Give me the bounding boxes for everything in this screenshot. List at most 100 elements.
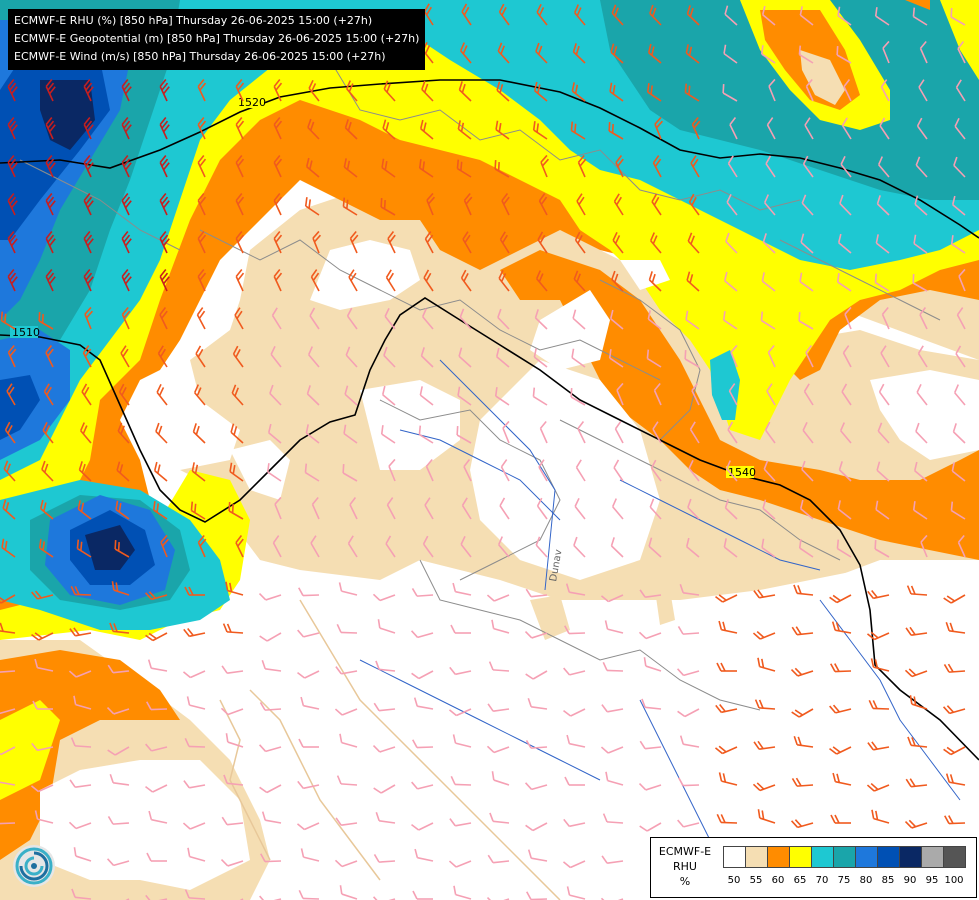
wind-barb [525, 670, 548, 680]
wind-barb [41, 460, 54, 482]
wind-barb [460, 535, 472, 558]
wind-barb [0, 773, 16, 786]
wind-barb [7, 116, 18, 140]
wind-barb [536, 497, 548, 520]
legend-tick-85: 85 [881, 875, 895, 886]
rhu-legend: ECMWF-E RHU % 50 55 60 65 70 75 80 85 90 95 100 [650, 837, 977, 898]
wind-barb [342, 464, 358, 482]
wind-barb [385, 535, 396, 558]
wind-barb [570, 121, 586, 140]
legend-ticks: 50 55 60 65 70 75 80 85 90 95 100 [723, 875, 975, 891]
wind-barb [387, 231, 396, 254]
wind-barb [687, 498, 700, 520]
wind-barb [421, 308, 434, 330]
wind-barb [343, 424, 358, 444]
wind-barb [459, 42, 472, 64]
wind-barb [32, 700, 53, 710]
wind-barb [183, 780, 206, 789]
legend-unit: % [679, 875, 691, 888]
wind-barb [81, 383, 92, 406]
wind-barb [117, 422, 130, 444]
wind-barb [524, 631, 548, 639]
wind-barb [107, 664, 130, 674]
legend-tick-50: 50 [727, 875, 741, 886]
wind-barb [258, 593, 282, 601]
wind-barb [0, 670, 16, 673]
wind-barb [688, 459, 700, 482]
wind-barb [718, 620, 738, 634]
wind-barb [235, 154, 245, 178]
wind-barb [831, 621, 852, 634]
wind-barb [876, 195, 890, 216]
wind-barb [958, 268, 966, 292]
wind-barb [184, 586, 205, 596]
wind-barb [411, 781, 434, 790]
wind-barb [385, 269, 396, 292]
wind-barb [882, 40, 890, 64]
wind-barb [463, 459, 472, 482]
wind-barb [497, 536, 510, 558]
wind-barb [380, 425, 396, 444]
wind-barb [576, 193, 586, 216]
wind-barb [42, 421, 54, 444]
wind-barb [191, 462, 206, 482]
wind-barb [346, 307, 358, 330]
legend-swatch-60 [767, 846, 790, 868]
wind-barb [234, 307, 244, 330]
wind-barb [868, 699, 890, 710]
wind-barb [601, 704, 624, 713]
wind-barb [491, 619, 510, 634]
wind-barb [83, 78, 94, 102]
wind-barb [232, 345, 244, 368]
wind-barb [943, 663, 966, 673]
wind-barb [534, 309, 548, 330]
wind-barb [766, 383, 776, 406]
wind-barb [225, 733, 244, 748]
wind-barb [76, 539, 92, 558]
wind-barb [197, 192, 207, 216]
wind-barb [535, 536, 548, 558]
wind-barb [426, 192, 436, 216]
wind-barb [197, 116, 207, 140]
title-line-rhu: ECMWF-E RHU (%) [850 hPa] Thursday 26-06… [14, 14, 373, 27]
wind-barb [691, 116, 701, 140]
wind-barb [764, 421, 776, 444]
wind-barb [384, 307, 396, 330]
wind-barb [159, 116, 170, 140]
wind-barb [31, 632, 54, 641]
wind-barb [413, 697, 434, 710]
wind-barb [144, 591, 168, 601]
wind-barb [311, 496, 320, 520]
legend-tick-90: 90 [903, 875, 917, 886]
legend-tick-95: 95 [925, 875, 939, 886]
wind-barb [762, 233, 776, 254]
wind-barb [525, 588, 548, 598]
wind-barb [148, 810, 168, 824]
wind-barb [495, 120, 510, 140]
wind-barb [79, 422, 92, 444]
wind-barb [499, 231, 510, 254]
wind-barb [34, 810, 54, 824]
wind-barb [45, 345, 54, 368]
wind-barb [297, 629, 320, 638]
wind-barb [611, 4, 624, 26]
wind-barb [801, 194, 814, 216]
wind-barb [274, 496, 282, 520]
wind-barb [677, 819, 700, 828]
wind-barb [915, 156, 928, 178]
wind-barb [347, 535, 358, 558]
wind-barb [381, 158, 396, 178]
wind-barb [791, 777, 814, 787]
wind-barb [345, 346, 358, 368]
wind-barb [304, 463, 320, 482]
wind-barb [197, 268, 207, 292]
wind-barb [867, 590, 890, 600]
wind-barb [752, 630, 776, 640]
wind-barb [339, 885, 358, 900]
wind-barb [121, 78, 132, 102]
contour-label-1540: 1540 [728, 466, 756, 479]
legend-swatch-70 [811, 846, 834, 868]
wind-barb [235, 535, 244, 558]
wind-barb [372, 745, 396, 753]
wind-barb [159, 230, 170, 254]
